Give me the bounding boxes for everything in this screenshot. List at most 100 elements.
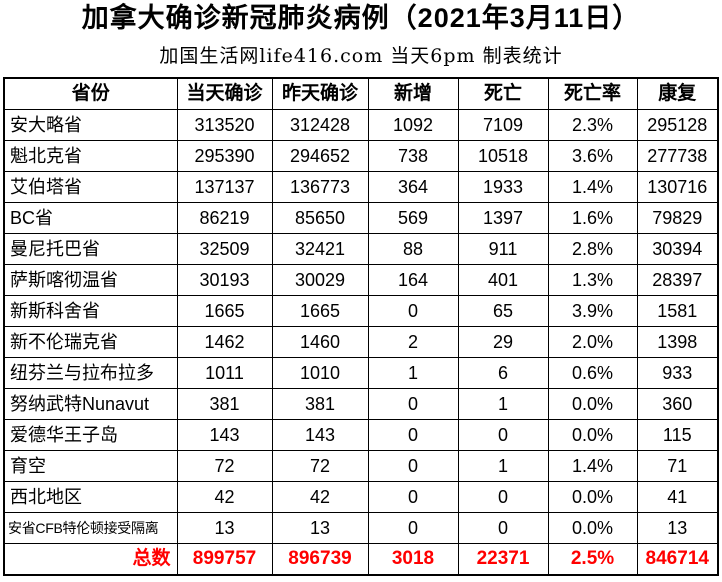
province-cell: 新不伦瑞克省 — [3, 326, 178, 359]
value-cell: 0 — [457, 481, 549, 514]
value-cell: 32509 — [176, 233, 273, 266]
value-cell: 130716 — [636, 171, 719, 204]
value-cell: 13 — [271, 512, 369, 545]
total-value: 22371 — [457, 543, 549, 576]
value-cell: 71 — [636, 450, 719, 483]
total-value: 3018 — [367, 543, 459, 576]
value-cell: 3.9% — [547, 295, 638, 328]
value-cell: 72 — [176, 450, 273, 483]
table-row: 安省CFB特伦顿接受隔离 13 13 0 0 0.0% 13 — [3, 512, 719, 545]
column-header: 康复 — [636, 77, 719, 111]
value-cell: 88 — [367, 233, 459, 266]
value-cell: 0 — [367, 481, 459, 514]
column-header: 新增 — [367, 77, 459, 111]
value-cell: 313520 — [176, 109, 273, 142]
value-cell: 30029 — [271, 264, 369, 297]
table-row: 曼尼托巴省 32509 32421 88 911 2.8% 30394 — [3, 233, 719, 266]
value-cell: 381 — [271, 388, 369, 421]
province-cell: 萨斯喀彻温省 — [3, 264, 178, 297]
value-cell: 295128 — [636, 109, 719, 142]
value-cell: 0.0% — [547, 512, 638, 545]
value-cell: 0.0% — [547, 388, 638, 421]
table-row: BC省 86219 85650 569 1397 1.6% 79829 — [3, 202, 719, 235]
value-cell: 136773 — [271, 171, 369, 204]
value-cell: 911 — [457, 233, 549, 266]
value-cell: 1 — [457, 450, 549, 483]
value-cell: 1.4% — [547, 171, 638, 204]
value-cell: 738 — [367, 140, 459, 173]
value-cell: 0 — [367, 388, 459, 421]
value-cell: 86219 — [176, 202, 273, 235]
value-cell: 65 — [457, 295, 549, 328]
value-cell: 0 — [367, 419, 459, 452]
value-cell: 0 — [457, 419, 549, 452]
province-cell: 努纳武特Nunavut — [3, 388, 178, 421]
value-cell: 32421 — [271, 233, 369, 266]
value-cell: 1460 — [271, 326, 369, 359]
value-cell: 401 — [457, 264, 549, 297]
value-cell: 364 — [367, 171, 459, 204]
value-cell: 1665 — [271, 295, 369, 328]
value-cell: 72 — [271, 450, 369, 483]
value-cell: 1581 — [636, 295, 719, 328]
column-header: 当天确诊 — [176, 77, 273, 111]
province-cell: 艾伯塔省 — [3, 171, 178, 204]
value-cell: 312428 — [271, 109, 369, 142]
value-cell: 1462 — [176, 326, 273, 359]
value-cell: 30394 — [636, 233, 719, 266]
total-value: 846714 — [636, 543, 719, 576]
table-row: 艾伯塔省 137137 136773 364 1933 1.4% 130716 — [3, 171, 719, 204]
value-cell: 0.6% — [547, 357, 638, 390]
value-cell: 1011 — [176, 357, 273, 390]
value-cell: 85650 — [271, 202, 369, 235]
value-cell: 295390 — [176, 140, 273, 173]
value-cell: 1 — [457, 388, 549, 421]
value-cell: 0.0% — [547, 481, 638, 514]
province-cell: 新斯科舍省 — [3, 295, 178, 328]
total-value: 899757 — [176, 543, 273, 576]
value-cell: 1398 — [636, 326, 719, 359]
value-cell: 1397 — [457, 202, 549, 235]
value-cell: 13 — [176, 512, 273, 545]
total-label: 总数 — [3, 543, 178, 576]
value-cell: 1.4% — [547, 450, 638, 483]
value-cell: 2 — [367, 326, 459, 359]
column-header: 死亡 — [457, 77, 549, 111]
value-cell: 7109 — [457, 109, 549, 142]
table-row: 新斯科舍省 1665 1665 0 65 3.9% 1581 — [3, 295, 719, 328]
value-cell: 143 — [176, 419, 273, 452]
value-cell: 569 — [367, 202, 459, 235]
table-row: 努纳武特Nunavut 381 381 0 1 0.0% 360 — [3, 388, 719, 421]
column-header: 省份 — [3, 77, 178, 111]
table-header-row: 省份 当天确诊 昨天确诊 新增 死亡 死亡率 康复 — [3, 77, 719, 111]
table-row: 纽芬兰与拉布拉多 1011 1010 1 6 0.6% 933 — [3, 357, 719, 390]
table-row: 魁北克省 295390 294652 738 10518 3.6% 277738 — [3, 140, 719, 173]
province-cell: 西北地区 — [3, 481, 178, 514]
value-cell: 42 — [176, 481, 273, 514]
value-cell: 277738 — [636, 140, 719, 173]
value-cell: 42 — [271, 481, 369, 514]
value-cell: 13 — [636, 512, 719, 545]
value-cell: 2.0% — [547, 326, 638, 359]
value-cell: 1.6% — [547, 202, 638, 235]
value-cell: 1933 — [457, 171, 549, 204]
table-row: 安大略省 313520 312428 1092 7109 2.3% 295128 — [3, 109, 719, 142]
province-cell: 爱德华王子岛 — [3, 419, 178, 452]
value-cell: 0 — [367, 295, 459, 328]
province-cell: BC省 — [3, 202, 178, 235]
value-cell: 29 — [457, 326, 549, 359]
table-row: 新不伦瑞克省 1462 1460 2 29 2.0% 1398 — [3, 326, 719, 359]
value-cell: 0.0% — [547, 419, 638, 452]
value-cell: 294652 — [271, 140, 369, 173]
table-row: 爱德华王子岛 143 143 0 0 0.0% 115 — [3, 419, 719, 452]
value-cell: 3.6% — [547, 140, 638, 173]
value-cell: 10518 — [457, 140, 549, 173]
value-cell: 1.3% — [547, 264, 638, 297]
province-cell: 魁北克省 — [3, 140, 178, 173]
value-cell: 933 — [636, 357, 719, 390]
total-value: 2.5% — [547, 543, 638, 576]
value-cell: 79829 — [636, 202, 719, 235]
value-cell: 143 — [271, 419, 369, 452]
value-cell: 137137 — [176, 171, 273, 204]
province-cell: 育空 — [3, 450, 178, 483]
